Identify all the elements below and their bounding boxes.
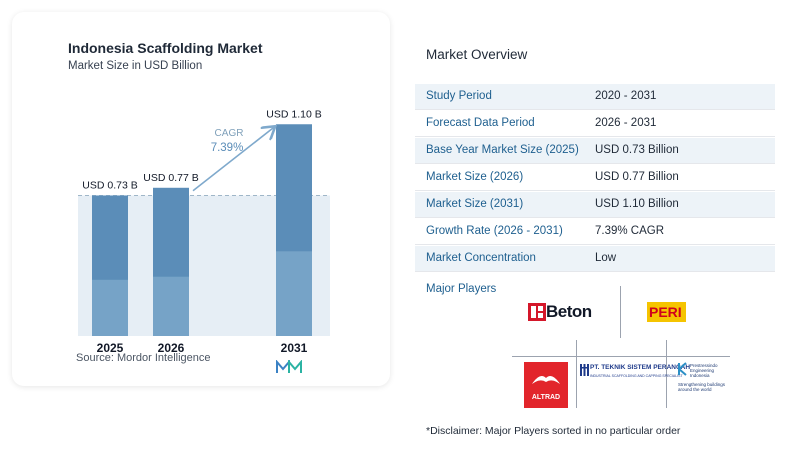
overview-row: Market Size (2026) USD 0.77 Billion bbox=[415, 165, 775, 191]
bar-shade bbox=[92, 279, 128, 336]
source-text: Source: Mordor Intelligence bbox=[76, 352, 211, 364]
tsp-logo: PT. TEKNIK SISTEM PERANCAH INDUSTRIAL SC… bbox=[580, 362, 690, 384]
overview-row: Market Size (2031) USD 1.10 Billion bbox=[415, 192, 775, 218]
overview-row-value: USD 0.77 Billion bbox=[595, 171, 679, 183]
overview-row: Base Year Market Size (2025) USD 0.73 Bil… bbox=[415, 138, 775, 164]
overview-row-label: Market Size (2031) bbox=[426, 198, 524, 210]
pis-logo-text: Prestressindo Engineering Indonesia bbox=[690, 363, 718, 378]
overview-title: Market Overview bbox=[426, 47, 528, 62]
overview-row-value: 7.39% CAGR bbox=[595, 225, 665, 237]
players-divider bbox=[576, 340, 577, 408]
bar-chart: USD 0.73 B 2025 USD 0.77 B 2026 USD 1.10 B 20… bbox=[78, 108, 330, 355]
overview-row-value: USD 1.10 Billion bbox=[595, 198, 679, 210]
data-label: USD 0.73 B bbox=[82, 179, 137, 191]
chart-title: Indonesia Scaffolding Market bbox=[68, 40, 263, 56]
overview-row: Market Concentration Low bbox=[415, 246, 775, 272]
overview-row-value: USD 0.73 Billion bbox=[595, 144, 679, 156]
players-divider bbox=[512, 356, 730, 357]
x-tick-label: 2026 bbox=[158, 341, 185, 355]
tsp-logo-subtext: INDUSTRIAL SCAFFOLDING AND CAPPING SPECI… bbox=[590, 374, 683, 378]
overview-row-value: 2020 - 2031 bbox=[595, 90, 657, 102]
cagr-label: CAGR bbox=[215, 128, 244, 139]
players-divider bbox=[620, 286, 621, 338]
x-tick-label: 2031 bbox=[281, 341, 308, 355]
overview-row-label: Market Concentration bbox=[426, 252, 536, 264]
bar-shade bbox=[276, 251, 312, 336]
tsp-logo-text: PT. TEKNIK SISTEM PERANCAH bbox=[590, 364, 691, 371]
mordor-logo-icon bbox=[276, 360, 302, 373]
major-players-title: Major Players bbox=[426, 283, 497, 295]
pis-logo-tagline: Strengthening buildings around the world bbox=[678, 382, 726, 392]
overview-row: Forecast Data Period 2026 - 2031 bbox=[415, 111, 775, 137]
x-tick-label: 2025 bbox=[97, 341, 124, 355]
bar-shade bbox=[153, 276, 189, 336]
overview-row-label: Market Size (2026) bbox=[426, 171, 524, 183]
overview-row-value: 2026 - 2031 bbox=[595, 117, 657, 129]
overview-row-label: Growth Rate (2026 - 2031) bbox=[426, 225, 563, 237]
players-divider bbox=[666, 340, 667, 408]
overview-row-label: Study Period bbox=[426, 90, 492, 102]
overview-row-value: Low bbox=[595, 252, 617, 264]
altrad-logo-text: ALTRAD bbox=[531, 394, 561, 401]
peri-logo: PERI bbox=[647, 302, 686, 322]
overview-row: Study Period 2020 - 2031 bbox=[415, 84, 775, 110]
pis-logo: Prestressindo Engineering Indonesia Stre… bbox=[678, 362, 730, 398]
pis-mark-icon bbox=[678, 362, 687, 376]
altrad-bird-icon bbox=[532, 376, 560, 384]
cagr-arrow bbox=[192, 127, 274, 192]
beton-logo: Beton bbox=[546, 302, 592, 321]
data-label: USD 0.77 B bbox=[143, 172, 198, 184]
chart-subtitle: Market Size in USD Billion bbox=[68, 60, 203, 72]
altrad-logo: ALTRAD bbox=[524, 362, 568, 408]
beton-logo-icon bbox=[528, 303, 546, 321]
data-label: USD 1.10 B bbox=[266, 108, 321, 120]
disclaimer-text: *Disclaimer: Major Players sorted in no … bbox=[426, 425, 681, 437]
overview-row: Growth Rate (2026 - 2031) 7.39% CAGR bbox=[415, 219, 775, 245]
cagr-value: 7.39% bbox=[211, 142, 244, 154]
overview-row-label: Base Year Market Size (2025) bbox=[426, 144, 579, 156]
peri-logo-text: PERI bbox=[649, 304, 682, 320]
tsp-mark-icon bbox=[580, 364, 589, 376]
overview-row-label: Forecast Data Period bbox=[426, 117, 535, 129]
